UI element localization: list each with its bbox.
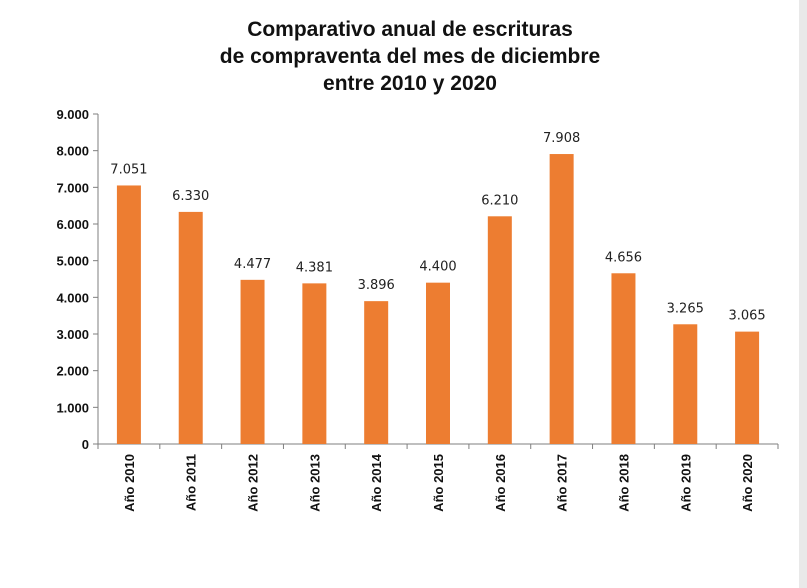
y-tick-label: 0 xyxy=(82,437,89,452)
x-tick-label: Año 2018 xyxy=(616,454,631,512)
bar xyxy=(735,331,760,444)
bar xyxy=(364,301,389,444)
x-tick-label: Año 2016 xyxy=(493,454,508,512)
y-tick-label: 4.000 xyxy=(56,290,89,305)
y-tick-label: 2.000 xyxy=(56,364,89,379)
bar xyxy=(240,279,265,444)
x-tick-label: Año 2019 xyxy=(678,454,693,512)
data-label: 7.051 xyxy=(110,162,147,177)
x-tick-label: Año 2013 xyxy=(307,454,322,512)
y-tick-label: 7.000 xyxy=(56,180,89,195)
data-label: 7.908 xyxy=(543,131,580,146)
data-label: 4.381 xyxy=(296,260,333,275)
x-tick-label: Año 2020 xyxy=(740,454,755,512)
chart-title: Comparativo anual de escrituras de compr… xyxy=(100,16,720,97)
bar xyxy=(673,324,698,444)
data-label: 6.330 xyxy=(172,189,209,204)
x-tick-label: Año 2012 xyxy=(246,454,261,512)
x-tick-label: Año 2015 xyxy=(431,454,446,512)
data-label: 3.896 xyxy=(358,278,395,293)
x-tick-label: Año 2014 xyxy=(369,453,384,512)
bar xyxy=(611,273,636,444)
y-tick-label: 5.000 xyxy=(56,254,89,269)
bar xyxy=(549,154,574,445)
data-label: 4.400 xyxy=(419,260,456,275)
x-tick-label: Año 2017 xyxy=(555,454,570,512)
x-tick-label: Año 2011 xyxy=(184,454,199,511)
y-tick-label: 6.000 xyxy=(56,217,89,232)
chart-title-line-2: de compraventa del mes de diciembre xyxy=(219,45,601,68)
bar xyxy=(178,211,203,444)
data-label: 3.065 xyxy=(728,309,765,324)
bar xyxy=(487,216,512,444)
bar xyxy=(116,185,141,445)
data-label: 4.477 xyxy=(234,257,271,272)
y-tick-label: 1.000 xyxy=(56,400,89,415)
data-label: 3.265 xyxy=(667,301,704,316)
chart-title-line-1: Comparativo anual de escrituras xyxy=(247,18,573,41)
chart-title-line-3: entre 2010 y 2020 xyxy=(323,72,497,95)
x-tick-label: Año 2010 xyxy=(122,454,137,512)
data-label: 4.656 xyxy=(605,250,642,265)
y-tick-label: 3.000 xyxy=(56,327,89,342)
y-tick-label: 8.000 xyxy=(56,144,89,159)
y-tick-label: 9.000 xyxy=(56,107,89,122)
data-label: 6.210 xyxy=(481,193,518,208)
bar xyxy=(426,282,450,444)
bar xyxy=(302,283,327,444)
